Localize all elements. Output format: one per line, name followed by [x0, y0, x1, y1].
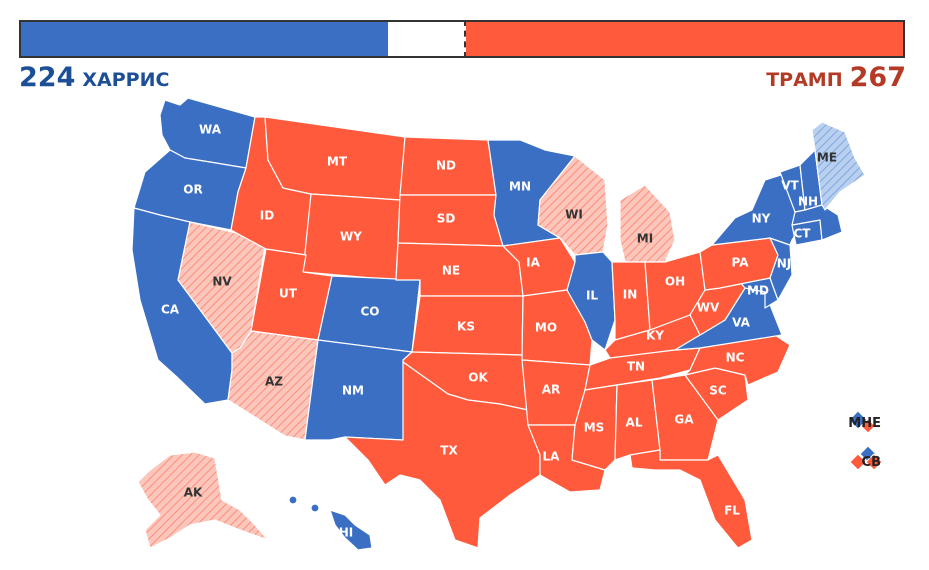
label-HI: HI	[339, 526, 354, 540]
undecided-bar-gap	[387, 22, 466, 56]
label-MI: MI	[637, 232, 653, 246]
label-NE: NE	[442, 264, 460, 278]
dem-votes: 224	[19, 62, 76, 93]
legend-me-label: МНЕ	[848, 416, 881, 431]
state-IL[interactable]	[566, 251, 616, 351]
label-WY: WY	[340, 230, 362, 244]
state-FL[interactable]	[629, 449, 753, 549]
label-OH: OH	[665, 275, 685, 289]
label-KY: KY	[646, 329, 664, 343]
label-SC: SC	[709, 384, 727, 398]
label-OR: OR	[183, 183, 202, 197]
label-VA: VA	[732, 316, 750, 330]
label-NJ: NJ	[777, 257, 792, 271]
label-VT: VT	[781, 179, 799, 193]
label-NH: NH	[798, 195, 818, 209]
ne-split-diamond-icon	[849, 445, 883, 471]
label-CA: CA	[161, 303, 180, 317]
label-MN: MN	[509, 180, 531, 194]
dem-candidate-name: ХАРРИС	[82, 69, 170, 91]
state-WI[interactable]	[537, 155, 609, 256]
label-LA: LA	[543, 450, 561, 464]
state-ME[interactable]	[811, 121, 866, 211]
label-ME: ME	[817, 151, 837, 165]
me-split-diamond-icon	[848, 410, 876, 434]
label-AL: AL	[626, 416, 643, 430]
label-NV: NV	[212, 275, 232, 289]
label-WV: WV	[697, 301, 720, 315]
label-IL: IL	[586, 289, 598, 303]
label-IA: IA	[526, 256, 540, 270]
label-OK: OK	[468, 371, 488, 385]
rep-candidate-name: ТРАМП	[766, 69, 843, 91]
label-ND: ND	[436, 159, 456, 173]
label-NM: NM	[342, 384, 364, 398]
label-CT: CT	[794, 227, 812, 241]
label-UT: UT	[279, 287, 298, 301]
label-WI: WI	[565, 208, 583, 222]
label-MD: MD	[747, 284, 769, 298]
state-AK[interactable]	[137, 451, 269, 549]
label-ID: ID	[260, 209, 274, 223]
label-TN: TN	[627, 360, 645, 374]
label-FL: FL	[724, 504, 740, 518]
label-IN: IN	[623, 288, 638, 302]
state-MA-RI[interactable]	[791, 204, 843, 241]
state-MI[interactable]	[619, 184, 676, 263]
dem-score: 224 ХАРРИС	[19, 62, 169, 93]
label-MS: MS	[584, 421, 605, 435]
label-SD: SD	[437, 212, 456, 226]
label-NY: NY	[752, 212, 771, 226]
legend-ne-label: СВ	[861, 455, 881, 470]
rep-votes: 267	[849, 62, 906, 93]
state-HI[interactable]	[329, 509, 373, 551]
label-KS: KS	[457, 320, 475, 334]
state-HI-island-oahu[interactable]	[310, 503, 320, 513]
label-TX: TX	[440, 444, 458, 458]
state-HI-island-kauai[interactable]	[288, 495, 298, 505]
majority-threshold-line	[464, 20, 466, 58]
label-CO: CO	[360, 305, 379, 319]
label-NC: NC	[726, 351, 745, 365]
label-WA: WA	[199, 123, 222, 137]
label-AZ: AZ	[265, 375, 283, 389]
label-MT: MT	[327, 155, 348, 169]
label-PA: PA	[732, 256, 750, 270]
label-GA: GA	[674, 413, 694, 427]
electoral-vote-bar	[19, 20, 905, 58]
label-MO: MO	[535, 321, 557, 335]
label-AR: AR	[542, 383, 561, 397]
rep-score: ТРАМП 267	[766, 62, 906, 93]
rep-bar-fill	[465, 22, 903, 56]
state-TX[interactable]	[344, 361, 541, 549]
label-AK: AK	[184, 486, 203, 500]
dem-bar-fill	[21, 22, 388, 56]
